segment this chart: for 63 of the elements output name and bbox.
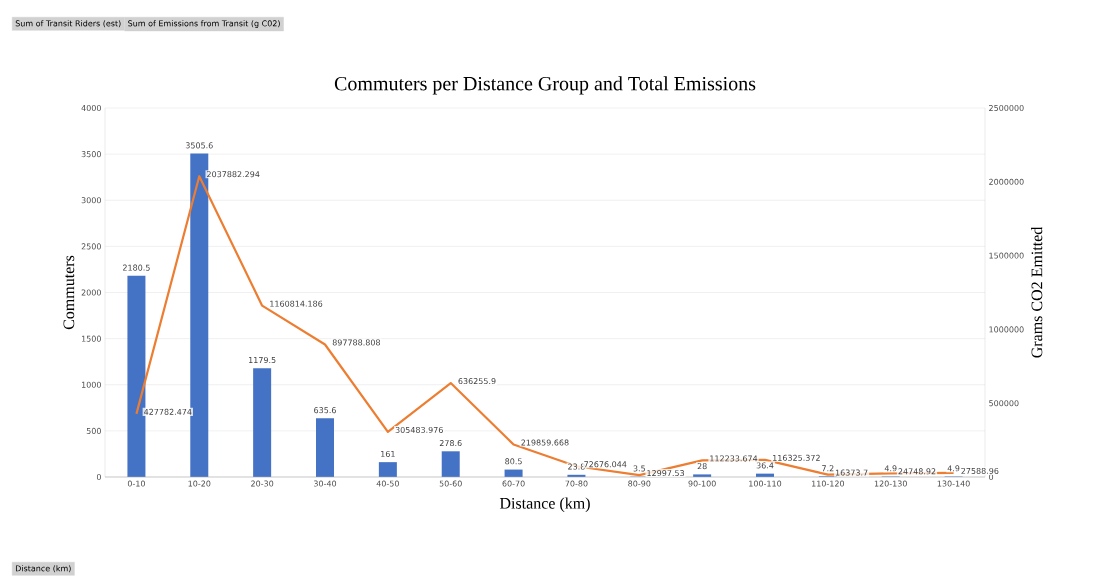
text: Sum of Emissions from Transit (g C02) bbox=[128, 20, 280, 28]
x-tick-label: 50-60 bbox=[439, 480, 462, 487]
y-tick-label: 3000 bbox=[81, 197, 101, 204]
x-tick-label: 20-30 bbox=[251, 480, 274, 487]
data-label: 116325.372 bbox=[773, 454, 820, 461]
text: Distance (km) bbox=[15, 565, 71, 573]
y2-axis-title: Grams CO2 Emitted bbox=[1031, 226, 1043, 358]
y2-tick-label: 500000 bbox=[989, 400, 1019, 407]
x-tick-label: 30-40 bbox=[313, 480, 337, 487]
data-label: 427782.474 bbox=[144, 408, 192, 415]
x-tick-label: 0-10 bbox=[127, 480, 145, 487]
data-label: 80.5 bbox=[505, 458, 522, 465]
y-axis-title: Commuters bbox=[63, 255, 75, 330]
data-label: 7.2 bbox=[822, 465, 834, 472]
y2-tick-label: 2000000 bbox=[989, 178, 1024, 185]
y-tick-label: 500 bbox=[86, 427, 101, 434]
y2-tick-label: 0 bbox=[989, 473, 994, 481]
text: Sum of Transit Riders (est) bbox=[15, 20, 121, 28]
data-label: 112233.674 bbox=[710, 455, 758, 462]
y2-tick-label: 2500000 bbox=[989, 104, 1024, 112]
data-label: 12997.53 bbox=[647, 470, 685, 477]
data-label: 3.5 bbox=[633, 465, 645, 472]
y-tick-label: 0 bbox=[96, 473, 101, 481]
chart-title: Commuters per Distance Group and Total Emissions bbox=[334, 76, 756, 95]
y-tick-label: 1000 bbox=[81, 381, 101, 388]
x-tick-label: 90-100 bbox=[688, 480, 716, 487]
data-label: 4.9 bbox=[884, 465, 897, 472]
x-tick-label: 130-140 bbox=[937, 480, 970, 487]
x-tick-label: 70-80 bbox=[565, 480, 588, 487]
data-label: 897788.808 bbox=[332, 339, 380, 346]
data-label: 24748.92 bbox=[898, 468, 936, 475]
data-label: 305483.976 bbox=[395, 426, 443, 433]
x-axis-title: Distance (km) bbox=[499, 497, 590, 512]
data-label: 2180.5 bbox=[123, 264, 150, 271]
x-tick-label: 10-20 bbox=[188, 480, 211, 487]
x-tick-label: 80-90 bbox=[628, 480, 651, 487]
data-label: 1160814.186 bbox=[270, 300, 323, 307]
data-label: 3505.6 bbox=[185, 142, 213, 149]
data-label: 72676.044 bbox=[584, 461, 627, 468]
data-label: 16373.7 bbox=[835, 469, 868, 476]
x-tick-label: 110-120 bbox=[812, 480, 845, 487]
data-label: 36.4 bbox=[756, 462, 774, 469]
data-label: 636255.9 bbox=[458, 378, 496, 385]
data-label: 27588.96 bbox=[961, 467, 999, 474]
data-label: 2037882.294 bbox=[207, 171, 260, 178]
data-label: 28 bbox=[697, 463, 707, 470]
y-tick-label: 3500 bbox=[81, 151, 101, 158]
y-tick-label: 2000 bbox=[81, 289, 101, 296]
data-label: 4.9 bbox=[947, 465, 960, 472]
x-tick-label: 100-110 bbox=[749, 480, 782, 487]
y2-tick-label: 1500000 bbox=[989, 252, 1024, 259]
y-tick-label: 4000 bbox=[81, 104, 101, 112]
data-label: 219859.668 bbox=[521, 439, 569, 446]
x-tick-label: 120-130 bbox=[874, 480, 907, 487]
data-label: 1179.5 bbox=[249, 356, 276, 363]
y2-tick-label: 1000000 bbox=[989, 326, 1024, 333]
data-label: 635.6 bbox=[314, 407, 336, 414]
y-tick-label: 1500 bbox=[81, 335, 101, 342]
x-tick-label: 40-50 bbox=[376, 480, 399, 487]
y-tick-label: 2500 bbox=[81, 243, 101, 250]
data-label: 161 bbox=[381, 450, 395, 457]
data-label: 278.6 bbox=[439, 440, 462, 447]
x-tick-label: 60-70 bbox=[502, 480, 525, 487]
